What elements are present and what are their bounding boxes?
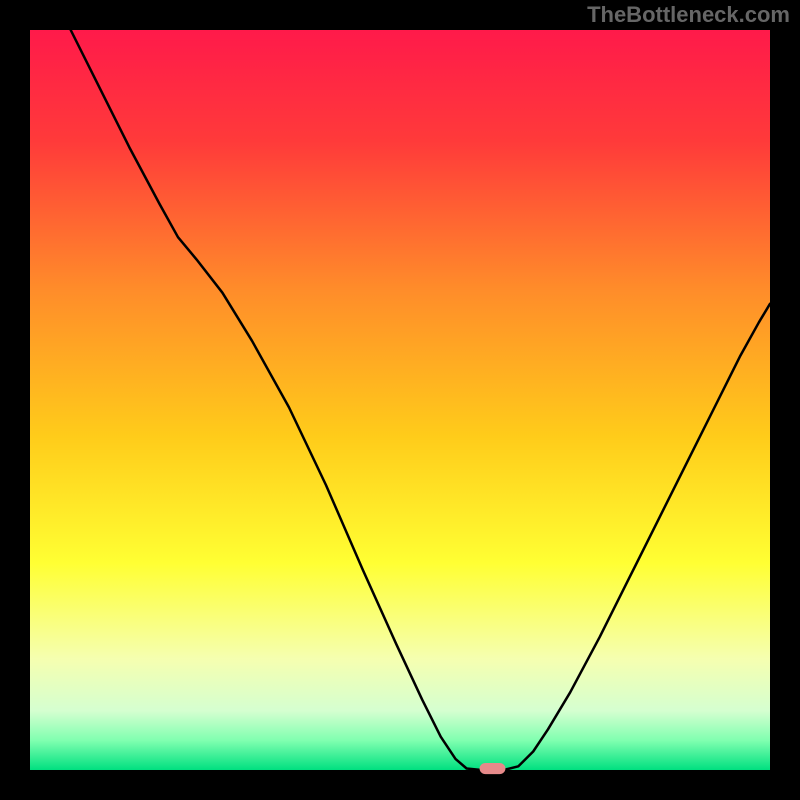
chart-plot-area [30,30,770,770]
bottleneck-chart: TheBottleneck.com [0,0,800,800]
watermark-text: TheBottleneck.com [587,2,790,28]
chart-svg [0,0,800,800]
optimal-marker [480,763,506,774]
